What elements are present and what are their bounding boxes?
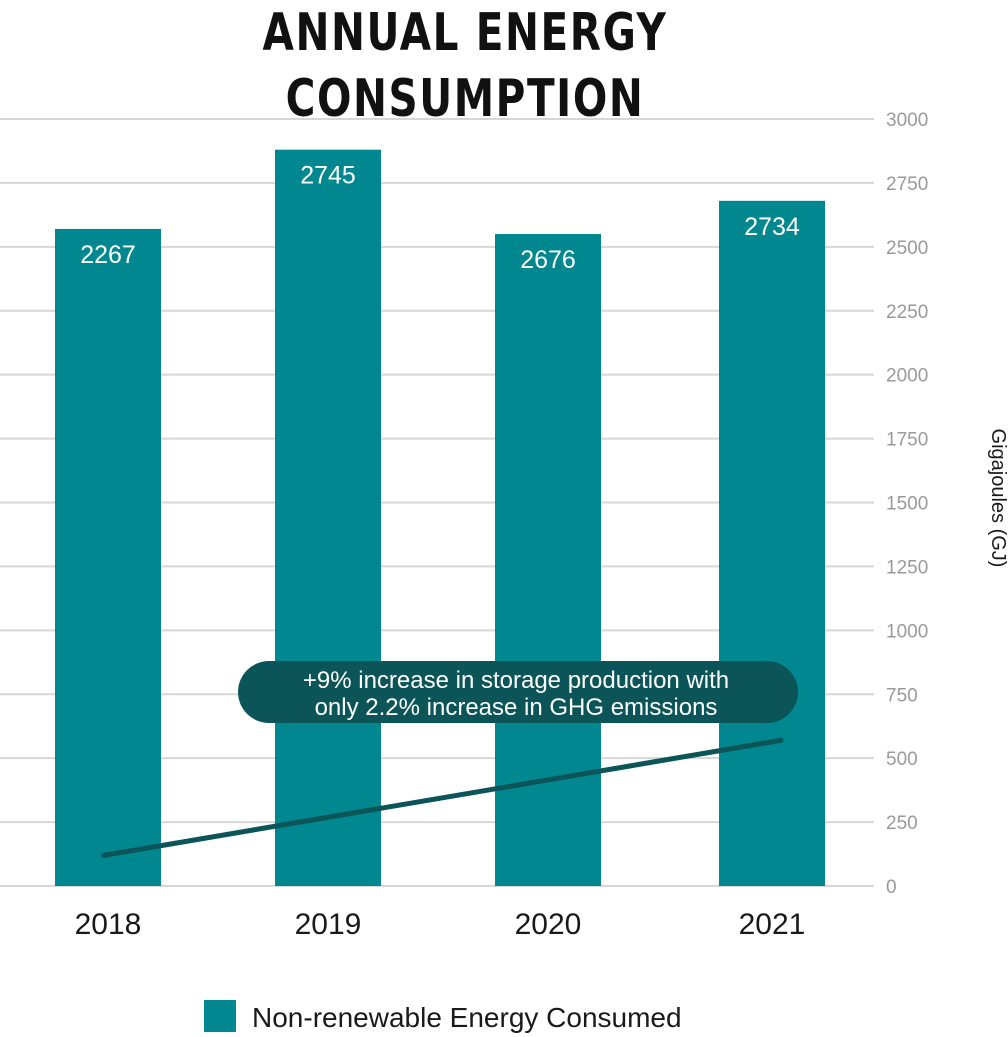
y-tick-label: 2000 [886, 366, 928, 387]
legend-swatch [204, 1000, 236, 1032]
annotation-line-1: +9% increase in storage production with [303, 667, 729, 694]
y-tick-label: 2750 [886, 174, 928, 195]
y-tick-label: 250 [886, 813, 918, 834]
x-tick-label: 2021 [739, 908, 806, 941]
y-tick-label: 0 [886, 877, 897, 898]
x-tick-label: 2020 [515, 908, 582, 941]
annotation-callout: +9% increase in storage production with … [238, 661, 798, 723]
data-labels: 2267 2745 2676 2734 [80, 162, 800, 274]
legend-label: Non-renewable Energy Consumed [252, 1002, 682, 1033]
bar-series [55, 149, 825, 887]
y-tick-label: 1250 [886, 557, 928, 578]
bar [719, 200, 825, 886]
annotation-line-2: only 2.2% increase in GHG emissions [315, 694, 718, 721]
data-label: 2734 [744, 213, 800, 241]
data-label: 2745 [300, 162, 356, 190]
legend: Non-renewable Energy Consumed [204, 1000, 682, 1033]
y-tick-label: 500 [886, 749, 918, 770]
y-tick-label: 2500 [886, 238, 928, 259]
bar [275, 149, 381, 886]
x-axis-ticks: 2018 2019 2020 2021 [75, 908, 806, 941]
y-tick-label: 1750 [886, 430, 928, 451]
y-tick-label: 3000 [886, 110, 928, 131]
y-tick-label: 1000 [886, 621, 928, 642]
y-tick-label: 750 [886, 685, 918, 706]
data-label: 2676 [520, 246, 576, 274]
y-tick-label: 1500 [886, 494, 928, 515]
y-tick-label: 2250 [886, 302, 928, 323]
x-tick-label: 2019 [295, 908, 362, 941]
data-label: 2267 [80, 241, 136, 269]
bar [55, 228, 161, 887]
y-axis-ticks: 0 250 500 750 1000 1250 1500 1750 2000 2250 2500 27… [886, 110, 928, 898]
chart-title: ANNUAL ENERGY CONSUMPTION [262, 3, 668, 129]
annotation-background [238, 661, 798, 723]
trend-line [101, 737, 784, 858]
x-tick-label: 2018 [75, 908, 142, 941]
y-axis-label: Gigajoules (GJ) [987, 429, 1008, 568]
